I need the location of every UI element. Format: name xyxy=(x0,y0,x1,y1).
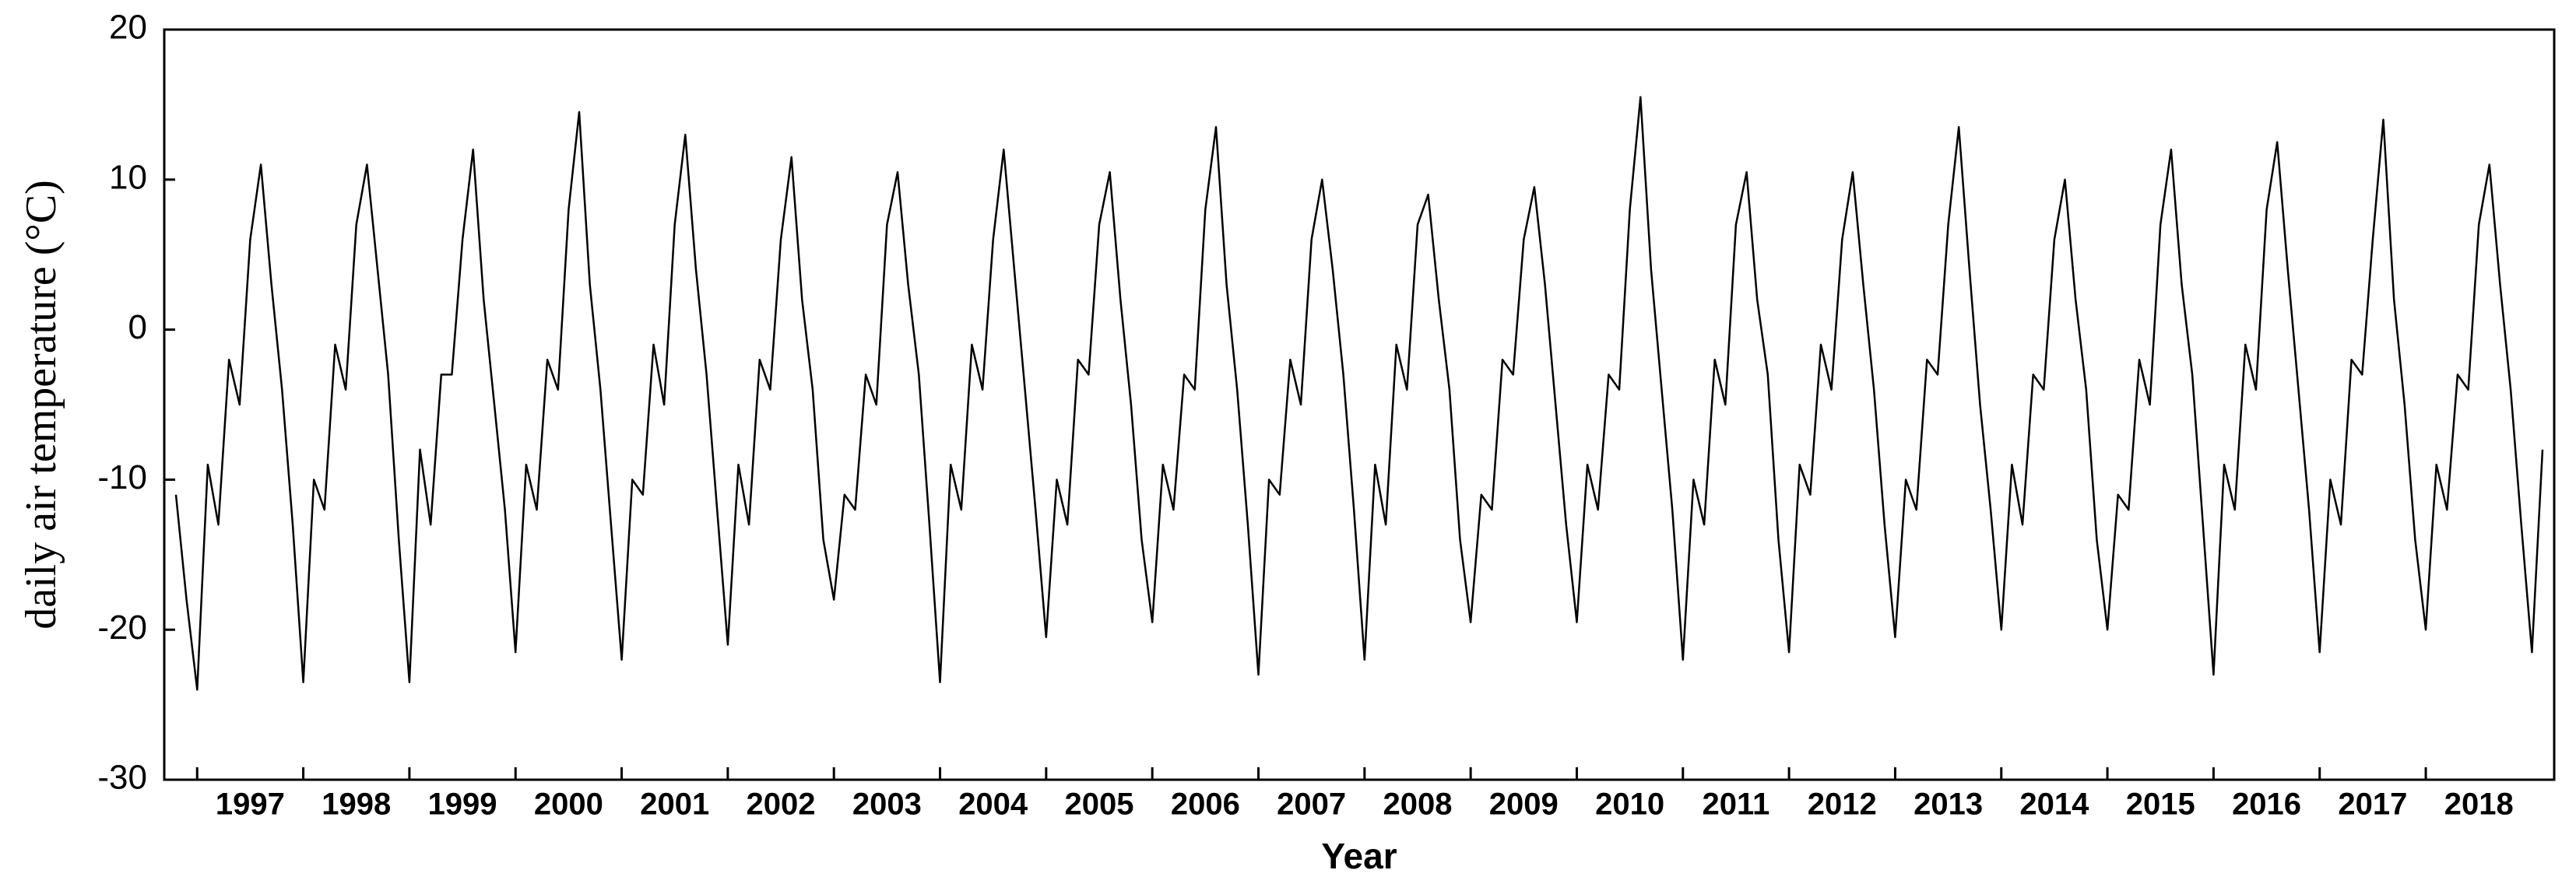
y-tick-label: 10 xyxy=(109,158,147,196)
x-tick-label: 2004 xyxy=(958,788,1028,822)
y-tick-label: -20 xyxy=(97,609,147,647)
x-tick-label: 2003 xyxy=(852,788,922,822)
x-tick-label: 1999 xyxy=(428,788,497,822)
x-tick-label: 2016 xyxy=(2232,788,2301,822)
y-tick-label: -30 xyxy=(97,759,147,797)
x-tick-label: 2018 xyxy=(2444,788,2514,822)
x-tick-label: 2007 xyxy=(1277,788,1346,822)
x-tick-label: 1997 xyxy=(216,788,285,822)
x-tick-label: 2017 xyxy=(2338,788,2407,822)
y-tick-label: 20 xyxy=(109,9,147,47)
x-tick-label: 2006 xyxy=(1171,788,1240,822)
x-tick-label: 2013 xyxy=(1914,788,1983,822)
x-tick-label: 2011 xyxy=(1703,788,1770,822)
y-tick-label: 0 xyxy=(128,308,147,346)
y-tick-label: -10 xyxy=(97,458,147,496)
x-tick-label: 2014 xyxy=(2019,788,2089,822)
x-tick-label: 2010 xyxy=(1595,788,1664,822)
x-tick-label: 2015 xyxy=(2126,788,2195,822)
temperature-line xyxy=(174,96,2544,691)
plot-frame xyxy=(163,28,2556,781)
x-tick-label: 2009 xyxy=(1489,788,1559,822)
x-tick-label: 2005 xyxy=(1065,788,1134,822)
x-tick-label: 2002 xyxy=(747,788,816,822)
x-tick-label: 2000 xyxy=(534,788,603,822)
x-tick-label: 1998 xyxy=(322,788,391,822)
x-tick-label: 2008 xyxy=(1383,788,1452,822)
x-axis-label: Year xyxy=(1321,836,1397,876)
x-tick-label: 2001 xyxy=(640,788,709,822)
y-axis-label: daily air temperature (°C) xyxy=(17,180,65,629)
x-tick-label: 2012 xyxy=(1808,788,1877,822)
